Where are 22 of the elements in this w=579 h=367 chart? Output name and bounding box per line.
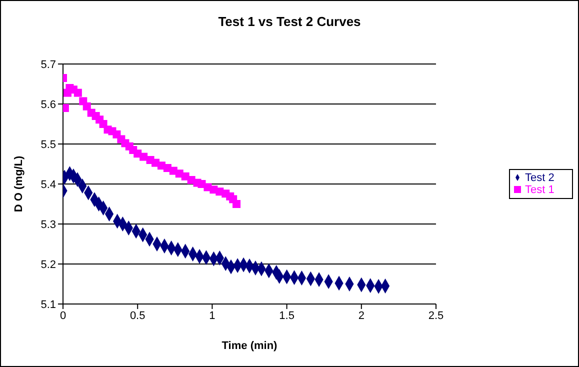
- point: [140, 152, 148, 161]
- x-tick-label: 0.5: [130, 310, 146, 322]
- y-tick-label: 5.1: [40, 298, 56, 311]
- x-axis-title: Time (min): [222, 340, 278, 352]
- point: [82, 102, 91, 110]
- x-tick-label: 1: [209, 310, 216, 322]
- chart-title: Test 1 vs Test 2 Curves: [217, 14, 362, 29]
- x-tick-label: 2.5: [428, 310, 444, 322]
- y-axis-title: D O (mg/L): [12, 156, 25, 212]
- y-tick-label: 5.2: [40, 258, 56, 271]
- x-tick-label: 1.5: [279, 310, 294, 322]
- y-tick-label: 5.6: [40, 98, 56, 111]
- x-tick-label: 0: [60, 310, 66, 322]
- point: [74, 88, 82, 97]
- x-tick-label: 2: [358, 310, 364, 322]
- legend-label: Test 1: [525, 184, 554, 196]
- y-tick-label: 5.5: [40, 138, 56, 151]
- legend-label: Test 2: [525, 172, 554, 184]
- y-tick-label: 5.3: [40, 218, 56, 231]
- y-tick-label: 5.4: [40, 178, 56, 191]
- point: [232, 200, 241, 208]
- y-tick-label: 5.7: [40, 58, 56, 71]
